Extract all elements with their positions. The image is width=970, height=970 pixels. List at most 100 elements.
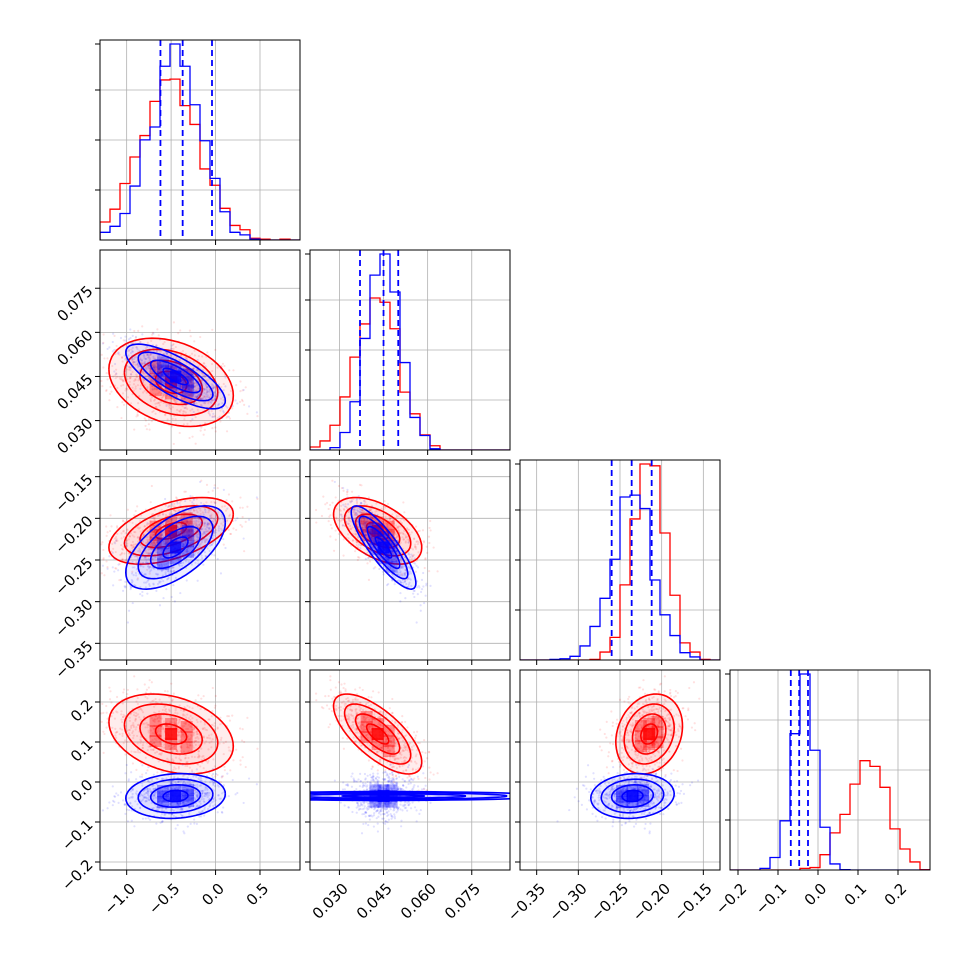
scatter-point (239, 389, 242, 393)
scatter-point (146, 361, 150, 365)
scatter-point (148, 565, 152, 569)
panel-2-0: −0.35−0.30−0.25−0.20−0.15 (51, 459, 301, 682)
scatter-point (133, 566, 136, 569)
scatter-point (121, 345, 125, 348)
scatter-point (206, 523, 209, 527)
scatter-point (184, 352, 187, 355)
scatter-point (118, 353, 121, 356)
scatter-point (188, 329, 191, 332)
scatter-point (386, 532, 389, 535)
scatter-point (347, 522, 350, 526)
scatter-point (166, 577, 170, 580)
scatter-point (130, 357, 133, 360)
scatter-point (367, 523, 370, 526)
scatter-point (161, 372, 164, 376)
scatter-point (186, 518, 189, 521)
scatter-point (147, 562, 150, 565)
scatter-point (158, 349, 161, 352)
scatter-point (211, 398, 214, 402)
scatter-point (84, 547, 86, 549)
scatter-point (160, 564, 164, 567)
scatter-point (151, 558, 154, 561)
scatter-point (171, 559, 174, 562)
scatter-point (160, 381, 164, 384)
scatter-point (189, 545, 192, 548)
scatter-point (177, 509, 180, 512)
scatter-point (154, 369, 157, 372)
scatter-point (141, 561, 145, 564)
scatter-point (412, 592, 415, 595)
scatter-point (339, 509, 342, 512)
scatter-point (345, 520, 348, 523)
scatter-point (115, 695, 119, 699)
scatter-point (351, 539, 355, 542)
scatter-point (222, 382, 225, 386)
panel-content (100, 675, 259, 835)
y-tick-label: −0.20 (51, 512, 96, 557)
scatter-point (152, 350, 155, 353)
scatter-point (243, 550, 246, 553)
scatter-point (189, 540, 192, 543)
scatter-point (342, 486, 345, 490)
scatter-point (373, 534, 376, 537)
scatter-point (221, 529, 224, 532)
scatter-point (158, 580, 161, 583)
scatter-point (141, 594, 144, 597)
scatter-point (188, 529, 191, 532)
scatter-point (126, 529, 129, 532)
scatter-point (413, 545, 417, 548)
scatter-point (200, 381, 203, 384)
scatter-point (355, 520, 359, 524)
scatter-point (392, 554, 395, 557)
scatter-point (159, 534, 162, 538)
scatter-point (198, 370, 201, 373)
scatter-point (105, 388, 108, 392)
scatter-point (390, 549, 393, 552)
scatter-point (394, 561, 397, 564)
scatter-point (191, 541, 194, 544)
scatter-point (134, 385, 137, 388)
scatter-point (157, 367, 160, 371)
scatter-point (141, 532, 145, 535)
scatter-point (177, 563, 181, 566)
scatter-point (171, 406, 174, 409)
scatter-point (157, 559, 160, 562)
scatter-point (139, 551, 142, 554)
scatter-point (164, 553, 167, 557)
scatter-point (334, 529, 337, 532)
scatter-point (386, 522, 389, 525)
scatter-point (229, 532, 232, 536)
scatter-point (224, 376, 227, 379)
scatter-point (184, 499, 187, 503)
scatter-point (142, 349, 145, 352)
scatter-point (407, 528, 411, 531)
scatter-point (188, 388, 191, 391)
scatter-point (195, 539, 199, 542)
scatter-point (151, 371, 154, 374)
scatter-point (125, 368, 129, 371)
scatter-point (236, 517, 239, 520)
scatter-point (393, 557, 397, 560)
scatter-point (226, 518, 229, 522)
scatter-point (135, 554, 138, 558)
scatter-point (143, 357, 146, 360)
scatter-point (196, 393, 199, 396)
scatter-point (115, 372, 118, 375)
scatter-point (224, 509, 228, 512)
scatter-point (305, 515, 307, 517)
scatter-point (224, 404, 228, 408)
scatter-point (131, 566, 134, 569)
scatter-point (208, 522, 211, 525)
scatter-point (170, 425, 174, 428)
scatter-point (144, 362, 147, 365)
scatter-point (338, 508, 341, 511)
scatter-point (397, 540, 400, 544)
scatter-point (176, 390, 180, 394)
scatter-point (155, 367, 158, 370)
scatter-point (331, 479, 334, 482)
scatter-point (369, 527, 372, 530)
scatter-point (134, 531, 137, 534)
scatter-point (392, 522, 395, 525)
scatter-point (408, 581, 411, 584)
scatter-point (149, 353, 152, 356)
